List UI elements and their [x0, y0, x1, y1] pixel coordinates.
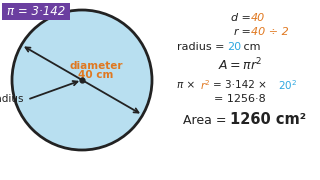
FancyBboxPatch shape [2, 3, 70, 20]
Text: π = 3·142: π = 3·142 [7, 5, 65, 18]
Text: $r^2$: $r^2$ [200, 78, 211, 92]
Text: r: r [233, 27, 238, 37]
Text: Area =: Area = [183, 114, 230, 127]
Text: =: = [238, 27, 254, 37]
Text: 40 ÷ 2: 40 ÷ 2 [251, 27, 289, 37]
Text: $A = \pi r^2$: $A = \pi r^2$ [218, 57, 262, 73]
Text: 40: 40 [251, 13, 265, 23]
Circle shape [12, 10, 152, 150]
Text: π ×: π × [177, 80, 198, 90]
Text: 20: 20 [227, 42, 241, 52]
Text: 1260 cm²: 1260 cm² [230, 112, 306, 127]
Text: = 3·142 ×: = 3·142 × [213, 80, 267, 90]
Text: =: = [238, 13, 254, 23]
Text: d: d [231, 13, 238, 23]
Text: = 1256·8: = 1256·8 [214, 94, 266, 104]
Text: diameter: diameter [69, 61, 123, 71]
Text: cm: cm [240, 42, 260, 52]
Text: radius: radius [0, 94, 23, 104]
Text: 40 cm: 40 cm [78, 70, 114, 80]
Text: $20^2$: $20^2$ [278, 78, 297, 92]
Text: radius =: radius = [177, 42, 228, 52]
